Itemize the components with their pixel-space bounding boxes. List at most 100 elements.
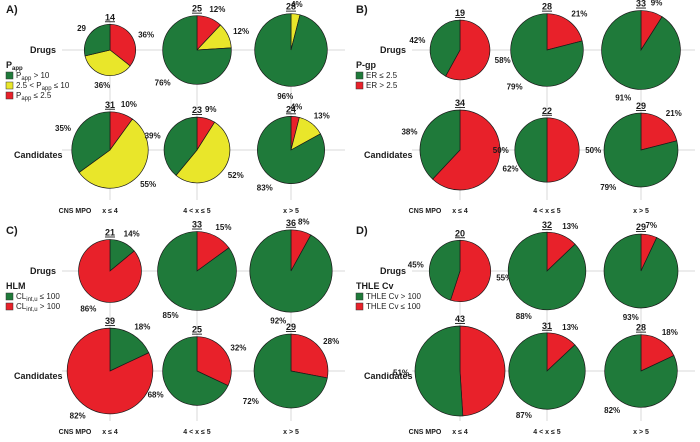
sample-count: 22 [542,106,552,116]
pie-slice [510,13,584,87]
pie-drugs-3: 9% 91% 33 [601,0,681,102]
legend-title: THLE Cv [356,281,394,291]
sample-count: 31 [105,100,115,110]
pie-drugs-2: 12% 12% 76% 25 [155,4,249,88]
slice-label: 13% [314,112,330,121]
legend-title: HLM [6,281,26,291]
pie-slice [290,333,329,379]
slice-label: 8% [298,217,310,226]
legend-swatch [5,71,14,80]
sample-count: 31 [542,321,552,331]
legend-label: ER > 2.5 [366,81,398,90]
sample-count: 28 [286,2,296,12]
legend-swatch [5,292,14,301]
pie-slice [254,13,328,87]
legend-swatch [5,302,14,311]
slice-label: 87% [516,411,532,420]
row-label-candidates: Candidates [14,371,63,381]
pie-slice [109,23,137,67]
pie-slice [459,325,506,417]
pie-slice [196,336,232,387]
sample-count: 33 [636,0,646,9]
slice-label: 68% [148,391,164,400]
sample-count: 24 [286,104,296,114]
column-label: 4 < x ≤ 5 [533,429,560,436]
row-label-candidates: Candidates [364,150,413,160]
slice-label: 18% [134,322,150,331]
sample-count: 23 [192,105,202,115]
column-label: x > 5 [283,208,299,215]
legend-label: 2.5 < Papp ≤ 10 [16,81,70,92]
row-label-drugs: Drugs [30,266,56,276]
pie-slice [508,332,586,410]
legend-swatch [355,292,364,301]
sample-count: 28 [636,323,646,333]
row-label-candidates: Candidates [364,371,413,381]
slice-label: 82% [70,412,86,421]
panel-label: C) [6,225,18,237]
pie-slice [253,333,328,409]
slice-label: 39% [145,131,161,140]
panel-label: A) [6,4,18,16]
pie-slice [429,239,461,301]
slice-label: 92% [270,317,286,326]
legend-label: CLint,u ≤ 100 [16,292,60,303]
pie-slice [414,325,464,417]
axis-label-cns-mpo: CNS MPO [59,208,92,215]
axis-label-cns-mpo: CNS MPO [409,429,442,436]
sample-count: 36 [286,218,296,228]
sample-count: 29 [636,101,646,111]
pie-slice [445,19,491,81]
column-label: x ≤ 4 [102,429,118,436]
pie-candidates-3: 28% 72% 29 [243,322,339,409]
legend-label: Papp ≤ 2.5 [16,91,52,102]
slice-label: 83% [257,184,273,193]
slice-label: 10% [121,100,137,109]
pie-slice [419,109,461,180]
pie-slice [163,116,198,176]
pie-slice [162,15,232,85]
slice-label: 36% [138,30,154,39]
pie-slice [450,239,491,303]
pie-candidates-1: 62% 38% 34 [401,98,519,191]
pie-slice [601,10,681,90]
pie-slice [429,19,461,77]
panel-a: A) Drugs Candidates CNS MPO x ≤ 4 4 < x ≤ 5 x … [5,0,345,215]
pie-slice [603,233,679,309]
sample-count: 43 [455,314,465,324]
pie-slice [603,112,679,188]
sample-count: 19 [455,8,465,18]
slice-label: 13% [562,222,578,231]
legend-swatch [355,71,364,80]
pie-drugs-2: 13% 88% 32 [507,220,587,321]
slice-label: 21% [666,109,682,118]
sample-count: 32 [542,220,552,230]
column-label: x > 5 [633,208,649,215]
sample-count: 34 [455,98,465,108]
sample-count: 25 [192,4,202,14]
column-label: 4 < x ≤ 5 [533,208,560,215]
slice-label: 52% [228,171,244,180]
slice-label: 18% [662,328,678,337]
column-label: x ≤ 4 [452,429,468,436]
pie-candidates-1: 49%51%43 [393,314,527,417]
legend-label: CLint,u > 100 [16,302,61,313]
legend-title: P-gp [356,60,376,70]
slice-label: 28% [323,337,339,346]
pie-slice [546,13,583,51]
panel-label: B) [356,4,368,16]
slice-label: 9% [205,105,217,114]
slice-label: 4% [291,103,303,112]
slice-label: 62% [503,164,519,173]
pie-slice [640,334,675,372]
slice-label: 15% [215,223,231,232]
sample-count: 14 [105,12,115,22]
slice-label: 82% [604,406,620,415]
column-label: 4 < x ≤ 5 [183,208,210,215]
slice-label: 12% [233,27,249,36]
pie-slice [84,49,131,76]
row-label-drugs: Drugs [30,45,56,55]
